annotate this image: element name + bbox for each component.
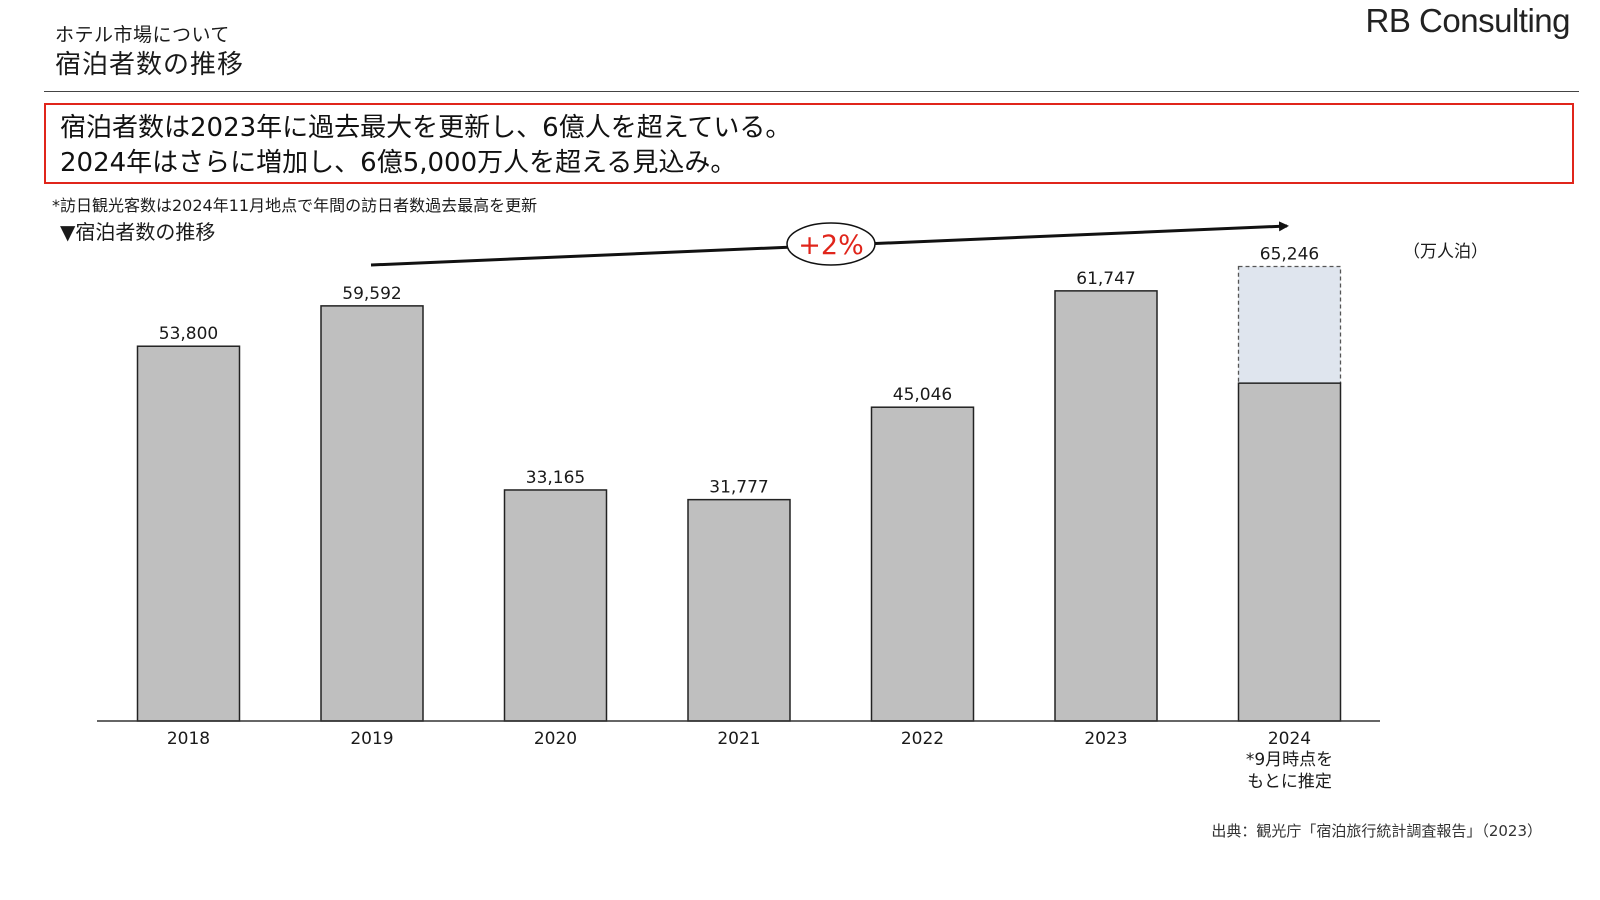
summary-line-1: 宿泊者数は2023年に過去最大を更新し、6億人を超えている。 [60,113,792,143]
x-tick-label: 2018 [167,729,210,749]
x-tick-label: 2021 [717,729,760,749]
bar [1237,382,1342,722]
bar [136,345,241,722]
bar [870,406,975,722]
growth-badge [786,222,876,266]
data-label: 53,800 [159,324,218,344]
bar-estimate-segment [1237,265,1342,384]
source-citation: 出典：観光庁「宿泊旅行統計調査報告」（2023） [1211,822,1542,840]
section-subtitle: ホテル市場について [55,24,230,46]
data-label: 33,165 [526,468,585,488]
x-tick-label: 2022 [901,729,944,749]
footnote: *訪日観光客数は2024年11月地点で年間の訪日者数過去最高を更新 [52,196,538,215]
data-label: 45,046 [893,385,952,405]
data-label: 65,246 [1260,244,1319,264]
unit-label: （万人泊） [1403,242,1488,262]
page-title: 宿泊者数の推移 [55,50,245,80]
summary-box: 宿泊者数は2023年に過去最大を更新し、6億人を超えている。 2024年はさらに… [44,103,1574,184]
growth-label: +2% [798,230,863,261]
data-label: 61,747 [1076,269,1135,289]
chart-heading: ▼宿泊者数の推移 [60,220,216,244]
data-label: 59,592 [342,284,401,304]
x-tick-note: *9月時点を [1246,750,1333,770]
bar [320,305,424,722]
bar [503,489,608,722]
summary-line-2: 2024年はさらに増加し、6億5,000万人を超える見込み。 [60,148,737,178]
data-label: 31,777 [709,478,768,498]
bar [1054,290,1158,722]
x-tick-label: 2023 [1084,729,1127,749]
x-tick-label: 2019 [350,729,393,749]
company-logo: RB Consulting [1365,2,1571,39]
header-divider [44,91,1579,92]
x-tick-label: 2020 [534,729,577,749]
x-tick-label: 2024 [1268,729,1311,749]
x-tick-note: もとに推定 [1247,772,1332,792]
bar [687,498,791,722]
